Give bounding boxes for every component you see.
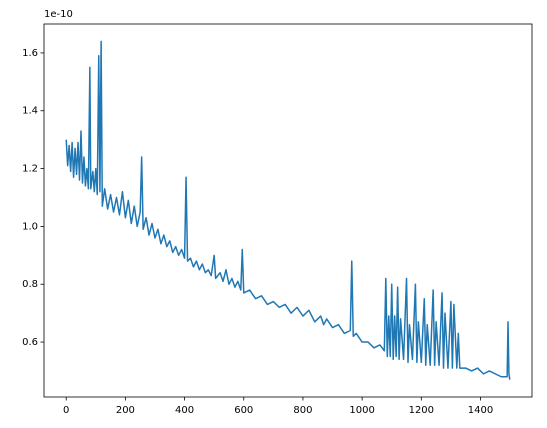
y-tick-label: 0.8 (22, 279, 38, 290)
data-line (65, 40, 511, 380)
x-tick-label: 1400 (468, 405, 493, 416)
x-tick-label: 800 (293, 405, 312, 416)
y-tick-label: 1.0 (22, 221, 38, 232)
axes-frame (43, 23, 533, 398)
y-tick-label: 1.2 (22, 164, 38, 175)
x-tick-label: 1000 (349, 405, 374, 416)
x-tick-label: 600 (234, 405, 253, 416)
x-tick-label: 0 (63, 405, 69, 416)
y-tick-label: 1.6 (22, 48, 38, 59)
x-tick-label: 1200 (409, 405, 434, 416)
y-tick-label: 0.6 (22, 337, 38, 348)
y-tick-label: 1.4 (22, 106, 38, 117)
x-tick-label: 200 (116, 405, 135, 416)
x-tick-label: 400 (175, 405, 194, 416)
offset-label: 1e-10 (44, 9, 73, 20)
